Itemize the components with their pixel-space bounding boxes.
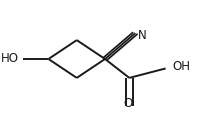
Text: HO: HO [1, 53, 19, 65]
Text: OH: OH [173, 60, 191, 73]
Text: N: N [138, 29, 147, 42]
Text: O: O [124, 97, 133, 110]
